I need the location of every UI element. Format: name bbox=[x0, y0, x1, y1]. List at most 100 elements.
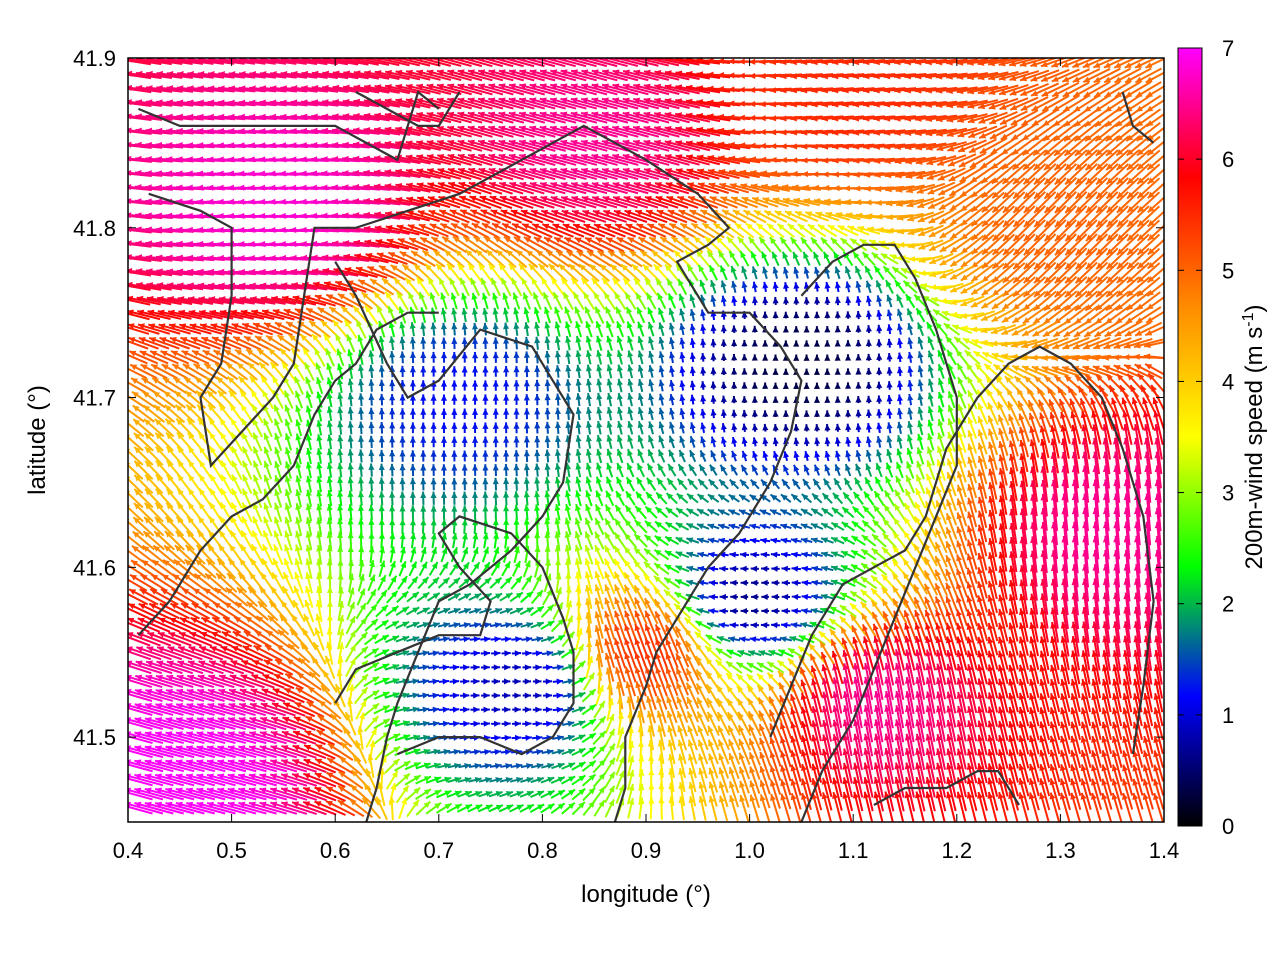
wind-arrow bbox=[675, 126, 711, 137]
wind-arrow bbox=[643, 125, 680, 138]
wind-arrow bbox=[1051, 81, 1080, 98]
wind-arrow bbox=[685, 58, 721, 65]
wind-arrow bbox=[477, 111, 514, 124]
wind-arrow bbox=[447, 111, 483, 124]
wind-arrow bbox=[685, 112, 721, 123]
wind-arrow bbox=[364, 58, 400, 67]
wind-arrow bbox=[374, 98, 411, 109]
wind-arrow bbox=[353, 113, 390, 122]
wind-arrow bbox=[280, 58, 318, 65]
wind-arrow bbox=[146, 70, 183, 79]
wind-arrow bbox=[447, 83, 483, 96]
wind-arrow bbox=[436, 125, 472, 138]
wind-arrow bbox=[447, 125, 483, 138]
wind-arrow bbox=[612, 69, 649, 82]
wind-arrow bbox=[280, 85, 318, 93]
wind-arrow bbox=[363, 84, 400, 94]
wind-arrow bbox=[1092, 58, 1118, 69]
wind-arrow bbox=[643, 97, 680, 110]
wind-arrow bbox=[999, 110, 1028, 126]
wind-arrow bbox=[218, 58, 256, 65]
wind-arrow bbox=[176, 70, 214, 79]
wind-arrow bbox=[135, 99, 173, 107]
wind-arrow bbox=[156, 58, 193, 65]
wind-arrow bbox=[1103, 58, 1128, 69]
wind-arrow bbox=[467, 125, 504, 138]
wind-arrow bbox=[998, 70, 1029, 81]
wind-arrow bbox=[508, 69, 545, 82]
wind-arrow bbox=[989, 124, 1018, 140]
wind-arrow bbox=[1030, 69, 1060, 82]
wind-arrow bbox=[1093, 81, 1121, 98]
wind-arrow bbox=[342, 98, 380, 108]
wind-arrow bbox=[664, 70, 700, 80]
wind-arrow bbox=[467, 111, 504, 124]
wind-arrow bbox=[632, 97, 670, 110]
wind-arrow bbox=[228, 71, 266, 79]
wind-arrow bbox=[601, 97, 639, 110]
wind-arrow bbox=[395, 69, 431, 81]
wind-arrow bbox=[128, 59, 152, 66]
wind-arrow bbox=[1072, 68, 1101, 83]
wind-arrow bbox=[488, 111, 525, 124]
wind-arrow bbox=[685, 126, 721, 137]
wind-arrow bbox=[508, 97, 546, 110]
wind-arrow bbox=[612, 83, 649, 96]
wind-arrow bbox=[675, 98, 711, 109]
wind-arrow bbox=[342, 113, 380, 122]
wind-arrow bbox=[549, 97, 587, 110]
wind-arrow bbox=[238, 71, 277, 79]
wind-arrow bbox=[580, 97, 618, 110]
wind-arrow bbox=[549, 111, 587, 124]
wind-arrow bbox=[332, 70, 369, 80]
wind-arrow bbox=[519, 69, 556, 82]
wind-arrow bbox=[128, 84, 162, 93]
wind-arrow bbox=[591, 125, 629, 138]
wind-arrow bbox=[1145, 71, 1164, 84]
wind-arrow bbox=[581, 83, 618, 96]
wind-arrow bbox=[197, 85, 235, 93]
wind-arrow bbox=[218, 71, 256, 79]
wind-arrow bbox=[426, 125, 462, 138]
wind-arrow bbox=[177, 58, 214, 65]
wind-arrow bbox=[291, 58, 328, 66]
wind-arrow bbox=[591, 111, 629, 124]
wind-arrow bbox=[1082, 67, 1111, 84]
wind-arrow bbox=[128, 127, 163, 135]
wind-arrow bbox=[1031, 95, 1059, 112]
wind-arrow bbox=[128, 130, 152, 135]
wind-arrow bbox=[1103, 67, 1132, 84]
wind-arrow bbox=[518, 125, 556, 138]
wind-arrow bbox=[1061, 68, 1090, 83]
wind-arrow bbox=[1124, 67, 1152, 84]
wind-arrow bbox=[988, 70, 1019, 81]
wind-arrow bbox=[664, 126, 701, 138]
wind-arrow bbox=[1062, 94, 1090, 113]
wind-arrow bbox=[1113, 58, 1138, 69]
wind-arrow bbox=[269, 85, 308, 93]
wind-arrow bbox=[1134, 58, 1158, 69]
wind-arrow bbox=[549, 83, 587, 96]
wind-arrow bbox=[1136, 122, 1161, 142]
wind-arrow bbox=[622, 125, 660, 138]
wind-arrow bbox=[539, 83, 577, 96]
wind-arrow bbox=[249, 58, 287, 65]
wind-arrow bbox=[342, 84, 380, 94]
wind-arrow bbox=[1041, 82, 1070, 97]
wind-arrow bbox=[343, 70, 380, 80]
wind-arrow bbox=[238, 85, 277, 93]
wind-arrow bbox=[498, 83, 535, 96]
wind-arrow bbox=[436, 97, 472, 110]
wind-arrow bbox=[978, 124, 1008, 139]
wind-arrow bbox=[601, 69, 639, 82]
wind-arrow bbox=[416, 69, 452, 81]
wind-arrow bbox=[301, 85, 339, 93]
wind-arrow bbox=[653, 111, 690, 124]
wind-arrow bbox=[643, 69, 680, 81]
wind-arrow bbox=[529, 83, 566, 96]
wind-arrow bbox=[353, 84, 390, 94]
wind-arrow bbox=[664, 112, 701, 124]
wind-arrow bbox=[696, 99, 731, 108]
wind-arrow bbox=[653, 97, 690, 110]
wind-arrow bbox=[1063, 121, 1089, 142]
